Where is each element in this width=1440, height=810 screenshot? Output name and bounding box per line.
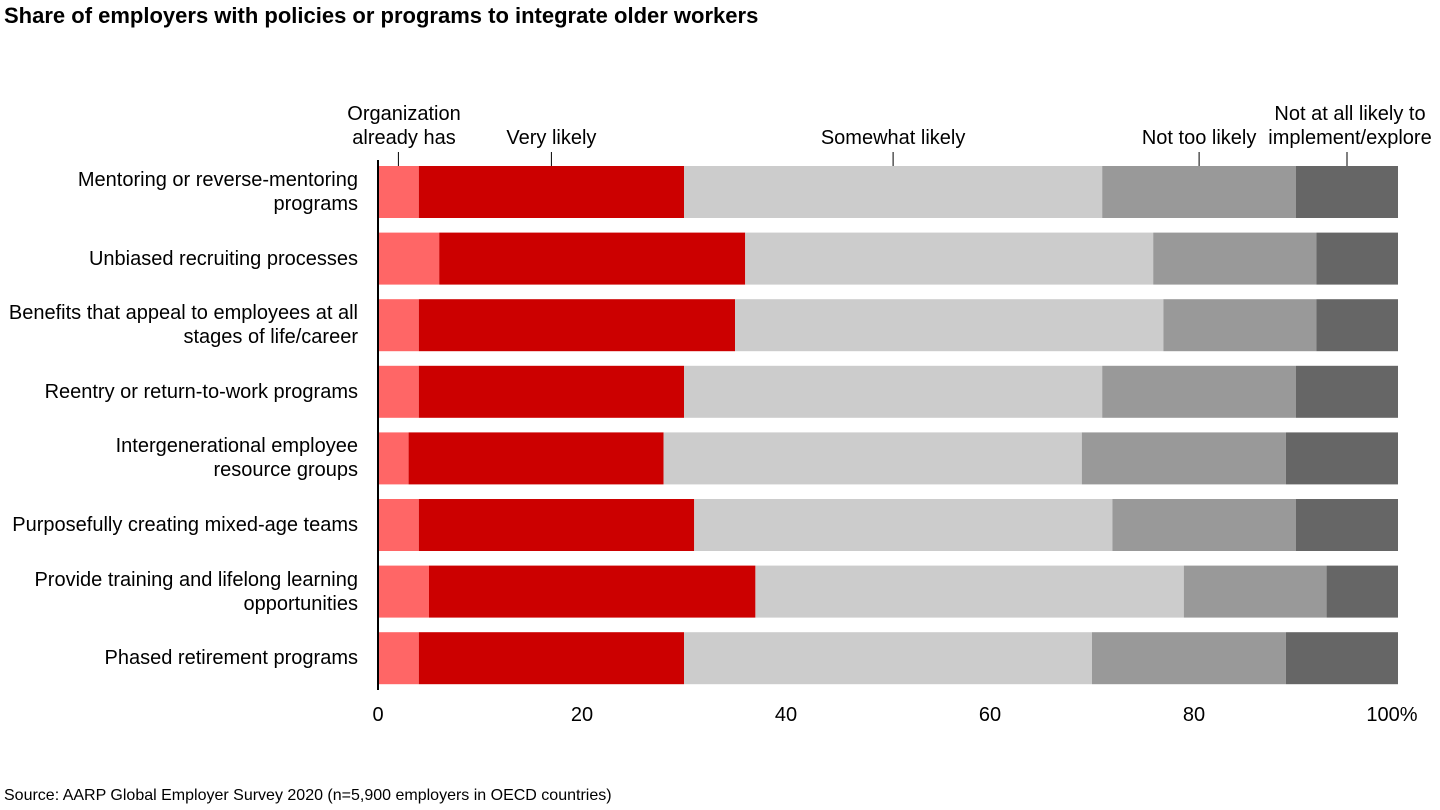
bar-segment [735,299,1164,352]
bar-segment [439,232,746,285]
bar-segment [378,299,419,352]
bar-segment [378,499,419,551]
bar-segment [684,365,1103,418]
category-label: Benefits that appeal to employees at all… [8,302,358,349]
bar-segment [1296,166,1398,218]
bar-segment [1102,365,1296,418]
bar-segment [378,565,429,618]
bar-segment [418,632,684,685]
bar-segment [378,166,419,218]
category-label: Reentry or return-to-work programs [44,380,358,403]
bar-segment [745,232,1154,285]
legend-label: Not too likely [1141,127,1257,149]
bar-segment [1285,432,1398,485]
category-label: Unbiased recruiting processes [88,247,358,270]
x-tick-label: 0 [372,704,383,726]
bar-segment [418,365,684,418]
bar-segment [1081,432,1286,485]
bar-segment [684,632,1092,685]
bar-segment [378,432,409,485]
bar-segment [1296,365,1398,418]
bar-segment [1112,499,1296,551]
bar-segment [1285,632,1398,685]
category-label: Purposefully creating mixed-age teams [12,514,358,536]
bar-segment [755,565,1184,618]
bar-segment [408,432,664,485]
legend-label: Somewhat likely [820,127,966,149]
legend-label: Not at all likely to implement/explore [1268,103,1432,149]
category-label: Provide training and lifelong learning o… [34,568,358,615]
bar-segment [378,632,419,685]
bar-segment [663,432,1082,485]
bar-segment [429,565,756,618]
bar-segment [1163,299,1317,352]
bar-segment [1183,565,1327,618]
bar-segment [378,365,419,418]
x-tick-label: 40 [775,704,797,726]
legend-label: Very likely [506,127,597,149]
bar-segment [1316,299,1398,352]
x-tick-label: 100% [1366,704,1417,726]
bar-segment [418,299,735,352]
bar-segment [1102,166,1296,218]
chart-title: Share of employers with policies or prog… [4,3,759,28]
bar-segment [694,499,1113,551]
bar-segment [418,166,684,218]
bar-segment [1316,232,1398,285]
category-label: Intergenerational employee resource grou… [115,435,358,482]
x-tick-label: 20 [571,704,593,726]
bar-segment [1153,232,1317,285]
bar-segment [378,232,440,285]
bar-segment [418,499,695,551]
x-tick-label: 60 [979,704,1001,726]
category-label: Phased retirement programs [104,647,358,670]
category-label: Mentoring or reverse-mentoring programs [77,169,358,215]
bar-segment [684,166,1103,218]
legend-label: Organization already has [347,103,461,149]
bar-segment [1092,632,1286,685]
x-tick-label: 80 [1183,704,1205,726]
bar-segment [1326,565,1398,618]
bar-segment [1296,499,1398,551]
source-note: Source: AARP Global Employer Survey 2020… [4,787,612,804]
